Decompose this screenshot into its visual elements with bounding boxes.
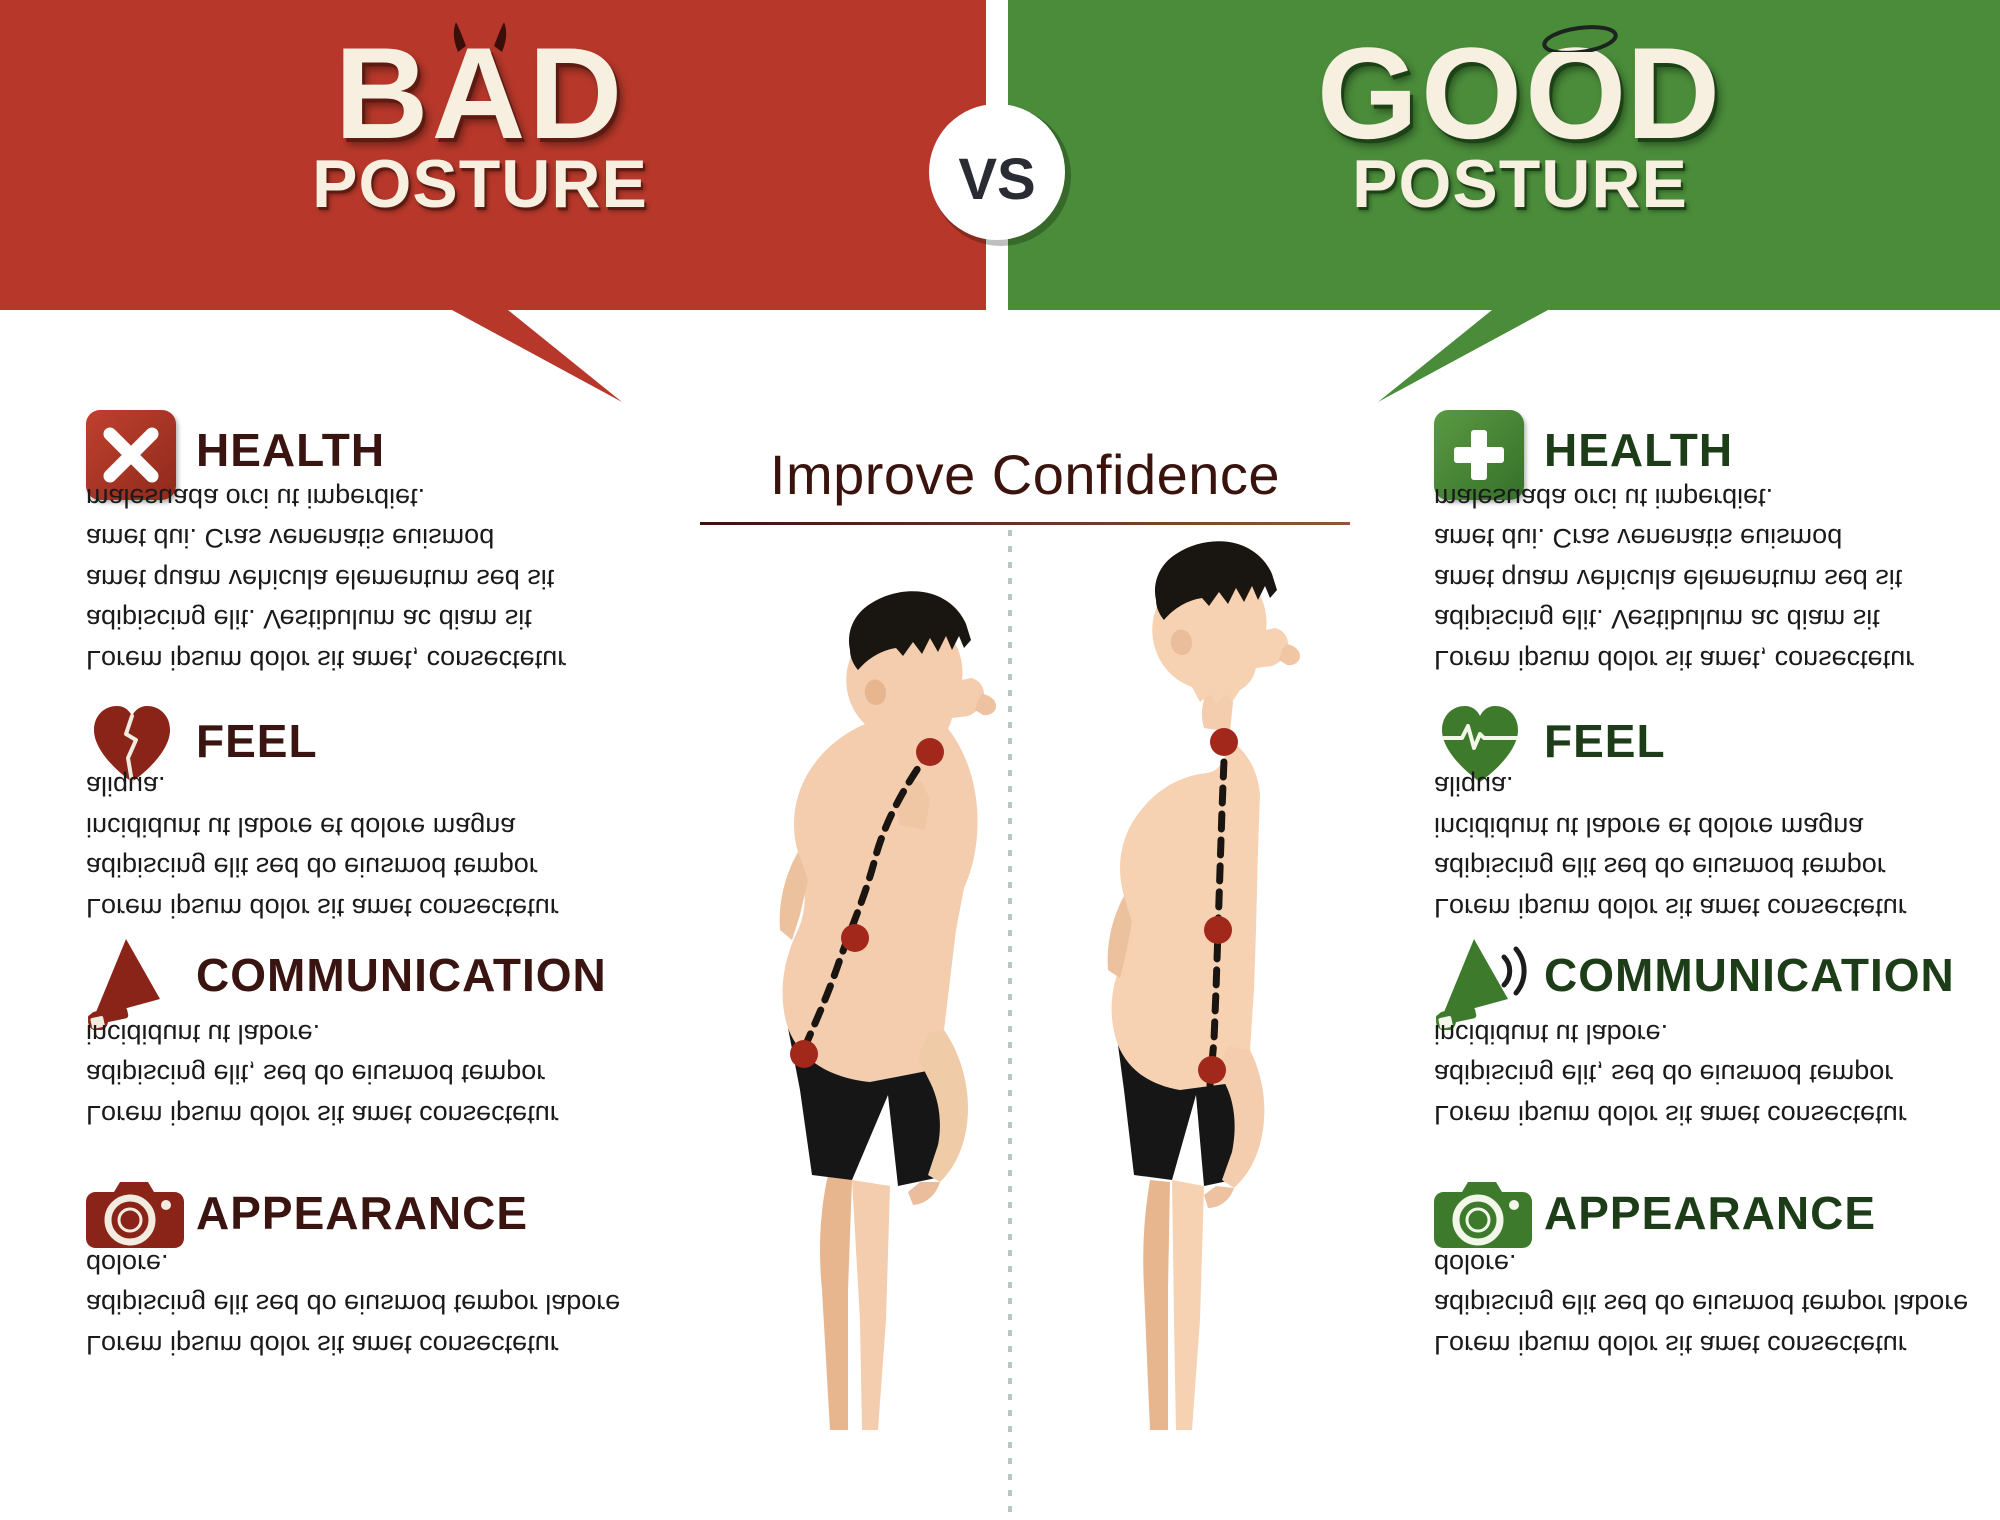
svg-text:VS: VS <box>958 147 1035 212</box>
